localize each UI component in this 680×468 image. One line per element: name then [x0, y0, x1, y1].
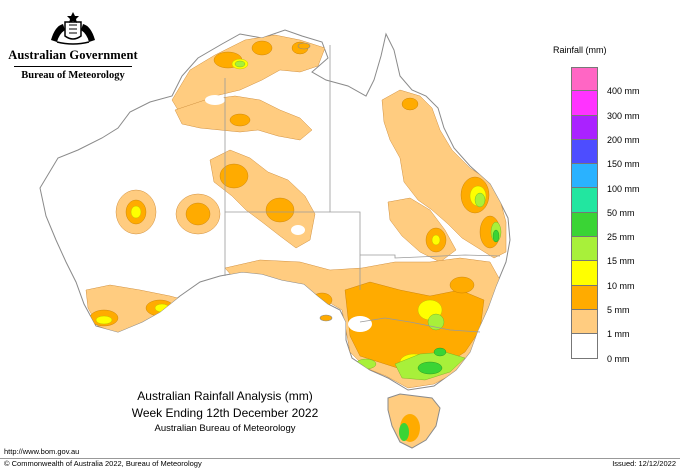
legend-label: 10 mm: [607, 280, 635, 291]
tasmania-rain-25mm: [399, 423, 409, 441]
copyright-text: © Commonwealth of Australia 2022, Bureau…: [4, 459, 202, 468]
legend-swatch: [571, 67, 598, 92]
legend-label: 100 mm: [607, 183, 640, 194]
bureau-title: Bureau of Meteorology: [21, 70, 125, 81]
legend-swatch: [571, 237, 598, 262]
legend-label: 300 mm: [607, 110, 640, 121]
map-title: Australian Rainfall Analysis (mm): [137, 389, 313, 403]
website-link[interactable]: http://www.bom.gov.au: [4, 447, 80, 456]
legend-label: 200 mm: [607, 134, 640, 145]
legend-swatch: [571, 164, 598, 189]
legend-swatch: [571, 212, 598, 238]
legend-swatch: [571, 91, 598, 116]
footer-bar: © Commonwealth of Australia 2022, Bureau…: [0, 458, 680, 468]
legend-label: 15 mm: [607, 256, 635, 267]
issued-date: Issued: 12/12/2022: [612, 459, 676, 468]
legend-label: 150 mm: [607, 159, 640, 170]
coat-of-arms-icon: [51, 12, 95, 45]
legend-label: 400 mm: [607, 86, 640, 97]
government-title: Australian Government: [8, 48, 138, 62]
government-logo: Australian Government Bureau of Meteorol…: [8, 10, 138, 81]
legend-label: 5 mm: [607, 305, 630, 315]
legend-swatch: [571, 334, 598, 359]
legend-label: 1 mm: [607, 329, 630, 340]
kangaroo-island: [319, 314, 333, 322]
map-period: Week Ending 12th December 2022: [131, 406, 319, 420]
legend-label: 0 mm: [607, 353, 630, 364]
map-source: Australian Bureau of Meteorology: [154, 423, 296, 434]
legend-swatch: [571, 188, 598, 213]
legend-title: Rainfall (mm): [553, 45, 607, 55]
legend-colorbar: [571, 67, 598, 359]
legend-swatch: [571, 115, 598, 140]
legend-label: 25 mm: [607, 232, 635, 243]
legend-swatch: [571, 261, 598, 286]
legend-swatch: [571, 309, 598, 335]
legend-swatch: [571, 139, 598, 165]
logo-divider: [14, 66, 132, 67]
rainfall-shading: [85, 34, 507, 389]
legend-swatch: [571, 285, 598, 310]
legend-label: 50 mm: [607, 207, 635, 218]
tiwi-islands: [297, 42, 311, 50]
state-boundaries: [224, 45, 501, 333]
